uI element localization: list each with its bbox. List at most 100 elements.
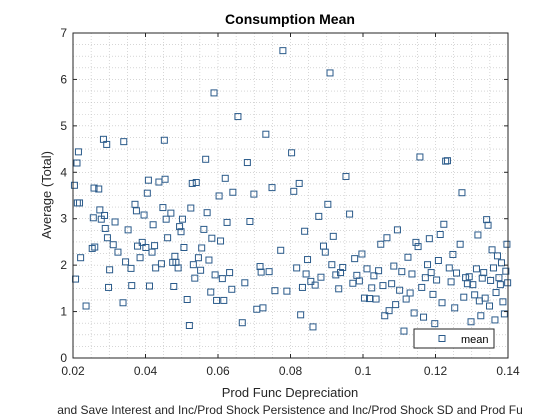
data-point	[119, 299, 127, 307]
data-point	[77, 254, 85, 262]
data-point	[412, 238, 420, 246]
data-point	[332, 271, 340, 279]
data-point	[460, 293, 468, 301]
data-point	[402, 295, 410, 303]
data-point	[238, 319, 246, 327]
data-point	[431, 320, 439, 328]
data-point	[486, 302, 494, 310]
data-point	[205, 256, 213, 264]
data-point	[363, 265, 371, 273]
data-point	[398, 268, 406, 276]
data-point	[143, 189, 151, 197]
data-point	[484, 221, 492, 229]
data-point	[465, 273, 473, 281]
data-point	[162, 215, 170, 223]
data-point	[381, 312, 389, 320]
data-point	[136, 254, 144, 262]
data-point	[445, 264, 453, 272]
data-point	[197, 266, 205, 274]
data-point	[283, 287, 291, 295]
data-point	[189, 261, 197, 269]
data-point	[161, 175, 169, 183]
y-tick-label: 3	[60, 212, 67, 226]
data-point	[70, 181, 78, 189]
data-point	[188, 179, 196, 187]
data-point	[174, 264, 182, 272]
x-tick-label: 0.02	[61, 364, 85, 378]
data-point	[109, 241, 117, 249]
data-point	[355, 277, 363, 285]
data-point	[315, 212, 323, 220]
data-point	[440, 220, 448, 228]
data-point	[144, 176, 152, 184]
data-point	[105, 283, 113, 291]
data-point	[211, 271, 219, 279]
data-point	[500, 310, 508, 318]
data-point	[474, 231, 482, 239]
data-point	[177, 228, 185, 236]
data-point	[142, 244, 150, 251]
data-point	[329, 232, 337, 240]
data-point	[390, 262, 398, 270]
data-point	[203, 209, 211, 217]
data-point	[304, 256, 312, 264]
data-point	[372, 295, 380, 303]
data-point	[106, 266, 114, 274]
data-point	[114, 248, 122, 256]
y-tick-labels: 0 1 2 3 4 5 6 7	[60, 26, 67, 365]
data-point	[73, 159, 81, 167]
data-point	[481, 294, 489, 302]
data-point	[76, 199, 84, 207]
data-point	[346, 210, 354, 218]
data-point	[408, 270, 416, 278]
y-tick-label: 7	[60, 26, 67, 40]
data-point	[151, 242, 159, 250]
data-point	[396, 286, 404, 294]
data-point	[337, 269, 345, 277]
data-points	[70, 47, 512, 336]
data-point	[246, 218, 254, 225]
data-point	[82, 302, 90, 310]
data-point	[317, 273, 325, 281]
data-point	[326, 69, 334, 77]
data-point	[418, 283, 426, 291]
data-point	[366, 295, 374, 303]
data-point	[375, 267, 383, 275]
data-point	[293, 264, 301, 272]
data-point	[447, 278, 455, 286]
y-tick-label: 6	[60, 72, 67, 86]
data-point	[103, 234, 111, 242]
data-point	[429, 290, 437, 298]
data-point	[213, 296, 221, 304]
data-point	[491, 316, 499, 324]
data-point	[277, 246, 285, 254]
data-point	[215, 192, 223, 200]
data-point	[95, 185, 103, 193]
data-point	[436, 231, 444, 238]
legend-box	[413, 328, 495, 349]
data-point	[393, 226, 401, 234]
legend: mean	[413, 328, 495, 349]
data-point	[138, 238, 146, 246]
data-point	[183, 296, 191, 303]
data-point	[328, 261, 336, 269]
data-point	[176, 223, 184, 231]
chart-title: Consumption Mean	[225, 11, 355, 27]
data-point	[414, 243, 422, 251]
data-point	[295, 179, 303, 187]
x-tick-label: 0.06	[206, 364, 230, 378]
data-point	[499, 298, 507, 306]
data-point	[392, 301, 400, 309]
legend-marker-square-icon	[438, 335, 446, 342]
data-point	[451, 304, 459, 312]
data-point	[421, 274, 429, 282]
data-point	[221, 174, 229, 182]
data-point	[495, 274, 503, 282]
data-point	[250, 190, 258, 198]
y-tick-label: 2	[60, 258, 67, 272]
data-point	[379, 282, 387, 290]
data-point	[223, 218, 231, 226]
data-point	[388, 280, 396, 288]
x-tick-label: 0.04	[134, 364, 158, 378]
